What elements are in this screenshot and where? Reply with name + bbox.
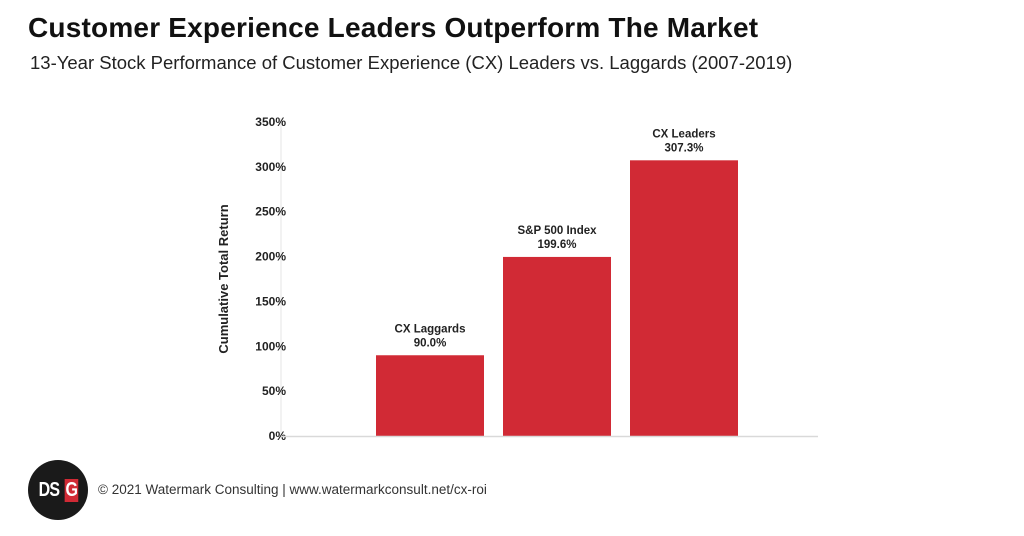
y-tick-label: 150% bbox=[255, 294, 286, 308]
y-axis-label: Cumulative Total Return bbox=[216, 204, 231, 353]
bar-value-label: 307.3% bbox=[664, 142, 703, 154]
chart-title: Customer Experience Leaders Outperform T… bbox=[28, 12, 759, 43]
chart-subtitle: 13-Year Stock Performance of Customer Ex… bbox=[30, 52, 793, 73]
y-tick-label: 250% bbox=[255, 205, 286, 219]
bar-cx-laggards bbox=[376, 355, 484, 436]
y-tick-label: 100% bbox=[255, 339, 286, 353]
y-tick-label: 0% bbox=[269, 429, 287, 443]
bar-category-label: CX Laggards bbox=[395, 323, 466, 335]
dsg-logo: DS G bbox=[28, 460, 88, 520]
bar-value-label: 199.6% bbox=[537, 239, 576, 251]
bar-category-label: S&P 500 Index bbox=[517, 225, 597, 237]
footer-credit: © 2021 Watermark Consulting | www.waterm… bbox=[98, 482, 487, 497]
y-tick-label: 300% bbox=[255, 160, 286, 174]
bar-value-label: 90.0% bbox=[414, 337, 447, 349]
bar-s-p-500-index bbox=[503, 256, 611, 436]
y-tick-label: 350% bbox=[255, 115, 286, 129]
y-tick-label: 200% bbox=[255, 250, 286, 264]
y-tick-label: 50% bbox=[262, 384, 286, 398]
bar-cx-leaders bbox=[630, 160, 738, 437]
bar-category-label: CX Leaders bbox=[652, 128, 715, 140]
